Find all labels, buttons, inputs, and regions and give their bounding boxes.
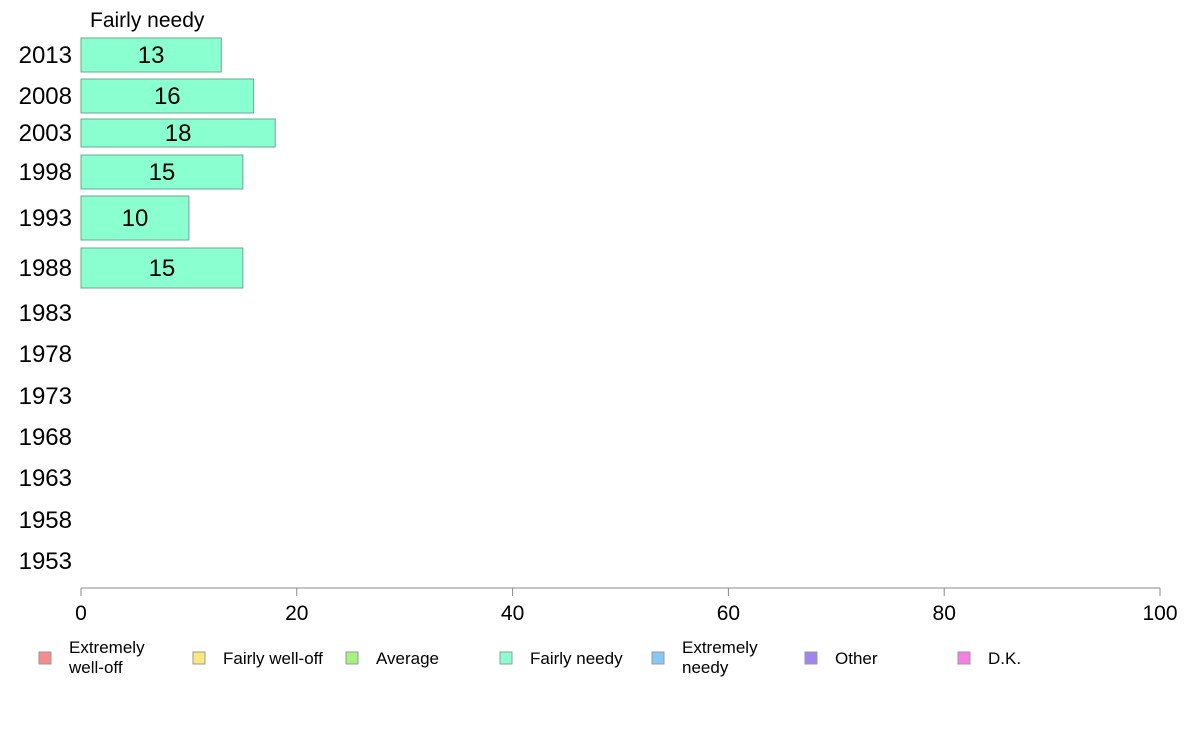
x-tick-label-60: 60 xyxy=(717,602,740,625)
legend-label: D.K. xyxy=(988,649,1021,668)
bar-value-label-1993: 10 xyxy=(122,205,149,232)
legend-item-2: Average xyxy=(345,649,439,668)
bar-value-label-2013: 13 xyxy=(138,42,165,69)
year-label-1953: 1953 xyxy=(19,548,72,575)
year-label-1988: 1988 xyxy=(19,255,72,282)
x-tick-label-0: 0 xyxy=(75,602,87,625)
legend-swatch xyxy=(192,651,206,665)
legend-item-0: Extremely well-off xyxy=(38,638,145,677)
bar-value-label-1998: 15 xyxy=(149,159,176,186)
legend-swatch xyxy=(345,651,359,665)
legend-swatch xyxy=(957,651,971,665)
year-label-1973: 1973 xyxy=(19,383,72,410)
legend-label: Extremely well-off xyxy=(68,638,145,677)
legend-label: Extremely needy xyxy=(682,638,758,677)
year-label-1958: 1958 xyxy=(19,507,72,534)
legend-swatch xyxy=(38,651,52,665)
bar-2013 xyxy=(80,37,222,73)
year-label-1983: 1983 xyxy=(19,300,72,327)
x-tick-label-20: 20 xyxy=(285,602,308,625)
panel-title: Fairly needy xyxy=(90,9,205,32)
bar-1993 xyxy=(80,195,190,241)
bar-2003 xyxy=(80,118,276,148)
year-label-2003: 2003 xyxy=(19,120,72,147)
legend-label: Fairly needy xyxy=(530,649,623,668)
bar-value-label-1988: 15 xyxy=(149,255,176,282)
year-label-2013: 2013 xyxy=(19,42,72,69)
year-labels: 2013 2008 2003 1998 1993 1988 1983 1978 1973 1968… xyxy=(19,42,72,575)
x-tick-label-80: 80 xyxy=(933,602,956,625)
legend-item-3: Fairly needy xyxy=(499,649,623,668)
legend-item-5: Other xyxy=(804,649,878,668)
year-label-1968: 1968 xyxy=(19,424,72,451)
year-label-2008: 2008 xyxy=(19,83,72,110)
legend-swatch xyxy=(804,651,818,665)
x-tick-label-40: 40 xyxy=(501,602,524,625)
bar-value-label-2008: 16 xyxy=(154,83,181,110)
legend-item-1: Fairly well-off xyxy=(192,649,323,668)
year-label-1998: 1998 xyxy=(19,159,72,186)
year-label-1978: 1978 xyxy=(19,341,72,368)
legend-label: Other xyxy=(835,649,878,668)
legend: Extremely well-off Fairly well-off Average F… xyxy=(38,638,1021,677)
legend-item-6: D.K. xyxy=(957,649,1021,668)
legend-item-4: Extremely needy xyxy=(651,638,758,677)
x-tick-label-100: 100 xyxy=(1142,602,1177,625)
legend-label: Fairly well-off xyxy=(223,649,323,668)
year-label-1963: 1963 xyxy=(19,465,72,492)
year-label-1993: 1993 xyxy=(19,205,72,232)
bar-1988 xyxy=(80,247,244,289)
bar-2008 xyxy=(80,78,255,114)
legend-label: Average xyxy=(376,649,439,668)
legend-swatch xyxy=(651,651,665,665)
bar-value-label-2003: 18 xyxy=(165,120,192,147)
legend-swatch xyxy=(499,651,513,665)
x-axis: 0 20 40 60 80 100 xyxy=(75,587,1178,625)
bar-1998 xyxy=(80,154,244,190)
